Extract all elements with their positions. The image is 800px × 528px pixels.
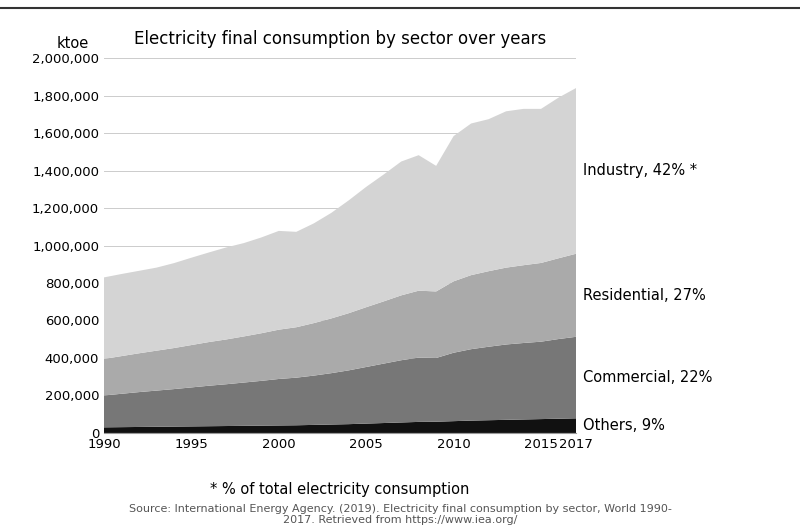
- Text: * % of total electricity consumption: * % of total electricity consumption: [210, 482, 470, 497]
- Text: ktoe: ktoe: [57, 35, 89, 51]
- Text: Residential, 27%: Residential, 27%: [583, 288, 706, 303]
- Text: Others, 9%: Others, 9%: [583, 418, 665, 433]
- Title: Electricity final consumption by sector over years: Electricity final consumption by sector …: [134, 30, 546, 48]
- Text: Commercial, 22%: Commercial, 22%: [583, 370, 712, 385]
- Text: Industry, 42% *: Industry, 42% *: [583, 164, 697, 178]
- Text: Source: International Energy Agency. (2019). Electricity final consumption by se: Source: International Energy Agency. (20…: [129, 504, 671, 525]
